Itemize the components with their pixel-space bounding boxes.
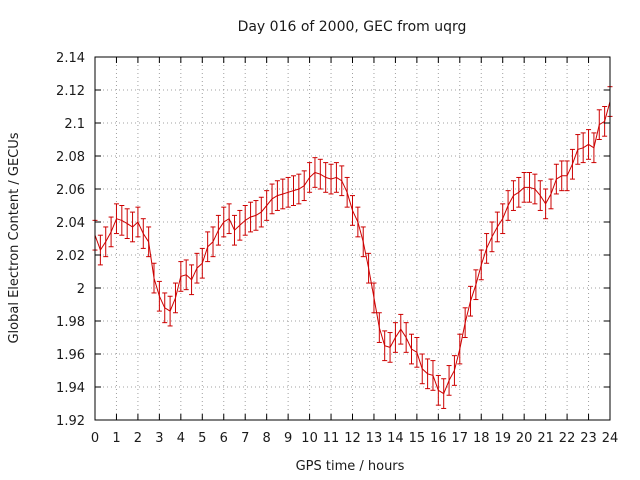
y-tick-label: 2 — [77, 282, 85, 297]
x-tick-label: 24 — [602, 431, 619, 446]
x-tick-label: 14 — [387, 431, 404, 446]
y-tick-label: 2.14 — [56, 51, 85, 66]
x-axis-label: GPS time / hours — [296, 459, 405, 474]
x-tick-label: 13 — [366, 431, 383, 446]
y-tick-label: 2.08 — [56, 150, 85, 165]
x-tick-label: 19 — [494, 431, 511, 446]
error-bars — [92, 86, 613, 409]
x-tick-label: 4 — [177, 431, 185, 446]
x-tick-label: 1 — [112, 431, 120, 446]
x-tick-label: 15 — [409, 431, 426, 446]
y-tick-label: 2.12 — [56, 84, 85, 99]
y-tick-label: 2.02 — [56, 249, 85, 264]
x-tick-labels: 0 1 2 3 4 5 6 7 8 9 10 11 12 13 14 15 16 17 18 19 20 21 22 23 24 — [91, 431, 618, 446]
x-tick-label: 3 — [155, 431, 163, 446]
x-tick-label: 18 — [473, 431, 490, 446]
x-tick-label: 9 — [284, 431, 292, 446]
y-tick-label: 1.98 — [56, 315, 85, 330]
x-tick-label: 7 — [241, 431, 249, 446]
axis-ticks — [94, 56, 611, 421]
y-tick-label: 2.06 — [56, 183, 85, 198]
x-tick-label: 17 — [452, 431, 469, 446]
x-tick-label: 8 — [263, 431, 271, 446]
grid-lines — [95, 57, 610, 420]
y-tick-label: 1.92 — [56, 414, 85, 429]
y-tick-label: 1.94 — [56, 381, 85, 396]
x-tick-label: 22 — [559, 431, 576, 446]
x-tick-label: 16 — [430, 431, 447, 446]
x-tick-label: 5 — [198, 431, 206, 446]
x-tick-label: 2 — [134, 431, 142, 446]
x-tick-label: 20 — [516, 431, 533, 446]
series-line-path — [94, 101, 611, 395]
y-tick-label: 2.04 — [56, 216, 85, 231]
x-tick-label: 11 — [323, 431, 340, 446]
y-tick-labels: 1.92 1.94 1.96 1.98 2 2.02 2.04 2.06 2.08 2.1 2.12… — [56, 51, 85, 429]
y-tick-label: 2.1 — [64, 117, 85, 132]
x-tick-label: 21 — [537, 431, 554, 446]
chart-title: Day 016 of 2000, GEC from uqrg — [238, 19, 467, 35]
x-tick-label: 10 — [301, 431, 318, 446]
y-tick-label: 1.96 — [56, 348, 85, 363]
y-axis-label: Global Electron Content / GECUs — [7, 132, 22, 343]
x-tick-label: 12 — [344, 431, 361, 446]
x-tick-label: 0 — [91, 431, 99, 446]
x-tick-label: 6 — [220, 431, 228, 446]
x-tick-label: 23 — [580, 431, 597, 446]
series-line — [94, 101, 611, 395]
